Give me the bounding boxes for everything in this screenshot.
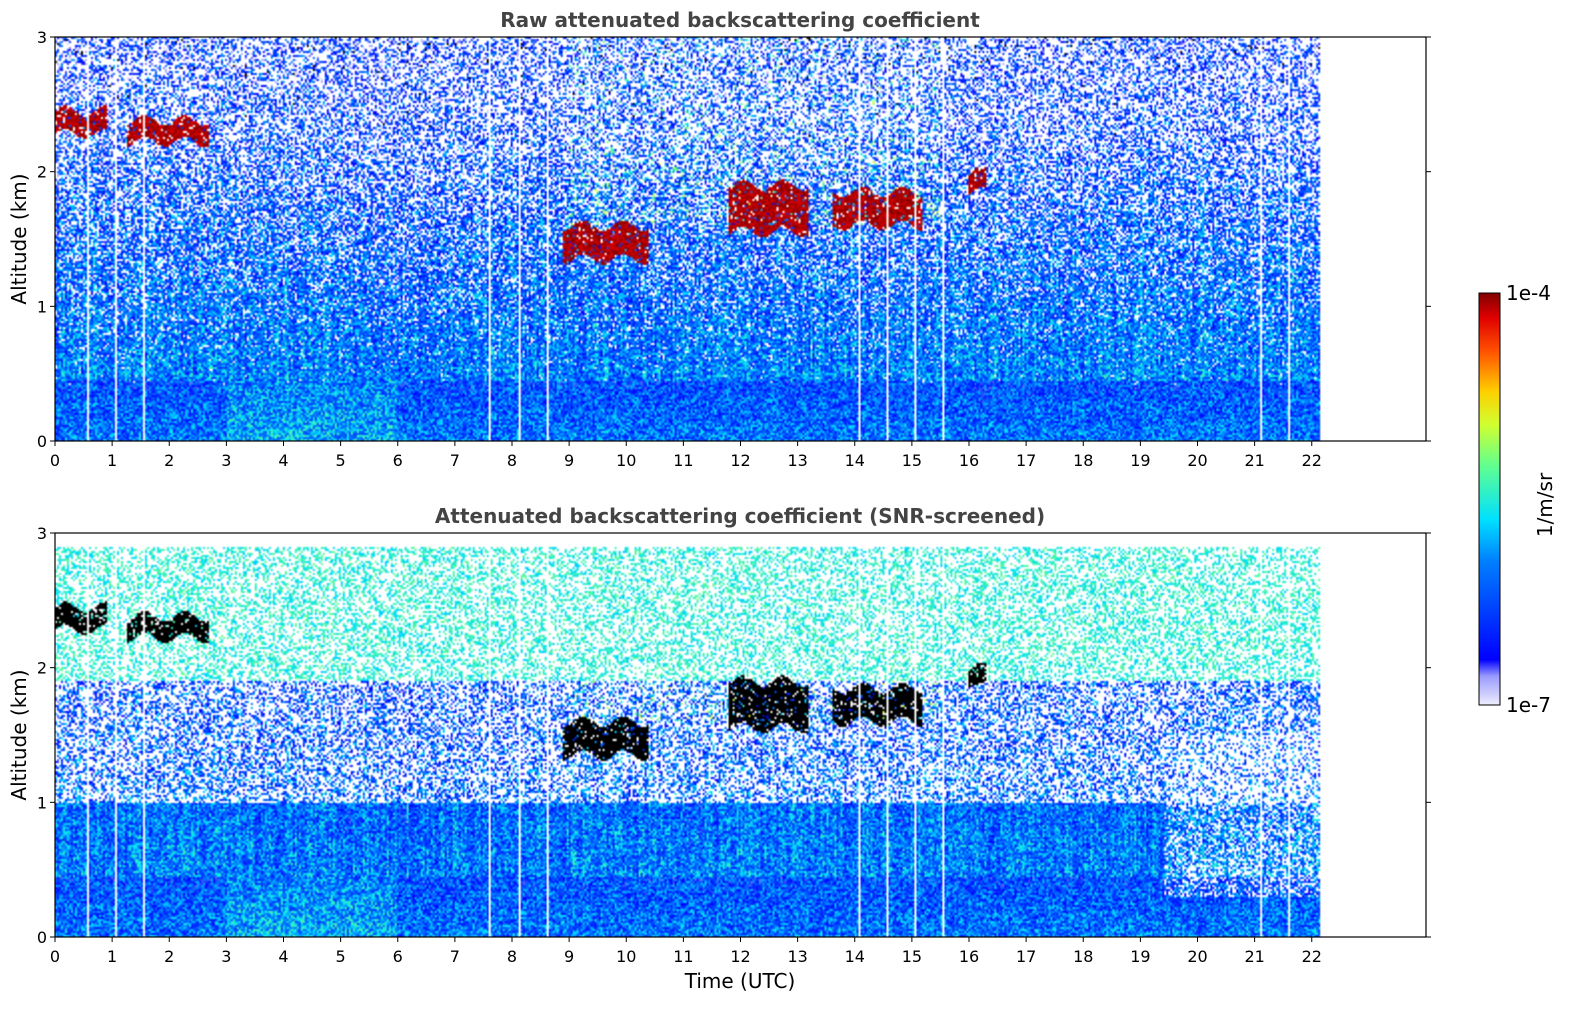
colorbar-max-label: 1e-4 xyxy=(1506,281,1551,305)
x-tick-label: 13 xyxy=(787,947,807,966)
x-tick-label: 4 xyxy=(278,947,288,966)
x-tick-label: 1 xyxy=(107,451,117,470)
x-tick-label: 12 xyxy=(730,451,750,470)
x-tick-label: 20 xyxy=(1187,947,1207,966)
x-tick-label: 11 xyxy=(673,947,693,966)
y-tick-label: 1 xyxy=(37,793,47,812)
x-tick-label: 10 xyxy=(616,451,636,470)
x-tick-label: 13 xyxy=(787,451,807,470)
x-tick-label: 14 xyxy=(845,451,865,470)
x-tick-label: 11 xyxy=(673,451,693,470)
x-tick-label: 7 xyxy=(450,947,460,966)
x-tick-label: 15 xyxy=(902,451,922,470)
x-tick-label: 20 xyxy=(1187,451,1207,470)
x-tick-label: 22 xyxy=(1302,947,1322,966)
x-tick-label: 22 xyxy=(1302,451,1322,470)
x-tick-label: 9 xyxy=(564,947,574,966)
x-tick-label: 2 xyxy=(164,451,174,470)
x-tick-label: 14 xyxy=(845,947,865,966)
x-tick-label: 16 xyxy=(959,451,979,470)
colorbar-min-label: 1e-7 xyxy=(1506,693,1551,717)
y-tick-label: 2 xyxy=(37,163,47,182)
y-axis-label: Altitude (km) xyxy=(7,173,31,304)
x-tick-label: 19 xyxy=(1130,947,1150,966)
x-tick-label: 3 xyxy=(221,451,231,470)
panel-screened: Attenuated backscattering coefficient (S… xyxy=(7,504,1431,993)
y-tick-label: 1 xyxy=(37,297,47,316)
x-axis-label: Time (UTC) xyxy=(684,969,796,993)
x-tick-label: 10 xyxy=(616,947,636,966)
x-tick-label: 19 xyxy=(1130,451,1150,470)
panel-title: Raw attenuated backscattering coefficien… xyxy=(500,8,980,32)
x-tick-label: 12 xyxy=(730,947,750,966)
x-tick-label: 4 xyxy=(278,451,288,470)
x-tick-label: 18 xyxy=(1073,947,1093,966)
x-tick-label: 5 xyxy=(336,947,346,966)
x-tick-label: 9 xyxy=(564,451,574,470)
colorbar-gradient xyxy=(1478,292,1501,706)
y-tick-label: 2 xyxy=(37,659,47,678)
colorbar-unit-label: 1/m/sr xyxy=(1533,472,1557,537)
x-tick-label: 17 xyxy=(1016,947,1036,966)
x-tick-label: 8 xyxy=(507,451,517,470)
x-tick-label: 2 xyxy=(164,947,174,966)
y-tick-label: 3 xyxy=(37,524,47,543)
colorbar: 1e-4 1e-7 1/m/sr xyxy=(1478,281,1557,717)
y-tick-label: 0 xyxy=(37,928,47,947)
x-tick-label: 3 xyxy=(221,947,231,966)
x-tick-label: 6 xyxy=(393,451,403,470)
x-tick-label: 5 xyxy=(336,451,346,470)
x-tick-label: 8 xyxy=(507,947,517,966)
backscatter-heatmap xyxy=(55,37,1426,441)
x-tick-label: 21 xyxy=(1244,451,1264,470)
panel-raw: Raw attenuated backscattering coefficien… xyxy=(7,8,1431,470)
panel-title: Attenuated backscattering coefficient (S… xyxy=(435,504,1045,528)
y-tick-label: 3 xyxy=(37,28,47,47)
x-tick-label: 16 xyxy=(959,947,979,966)
backscatter-heatmap xyxy=(55,533,1426,937)
x-tick-label: 7 xyxy=(450,451,460,470)
x-tick-label: 6 xyxy=(393,947,403,966)
x-tick-label: 0 xyxy=(50,451,60,470)
x-tick-label: 0 xyxy=(50,947,60,966)
x-tick-label: 1 xyxy=(107,947,117,966)
y-axis-label: Altitude (km) xyxy=(7,669,31,800)
y-tick-label: 0 xyxy=(37,432,47,451)
x-tick-label: 18 xyxy=(1073,451,1093,470)
x-tick-label: 15 xyxy=(902,947,922,966)
x-tick-label: 21 xyxy=(1244,947,1264,966)
x-tick-label: 17 xyxy=(1016,451,1036,470)
